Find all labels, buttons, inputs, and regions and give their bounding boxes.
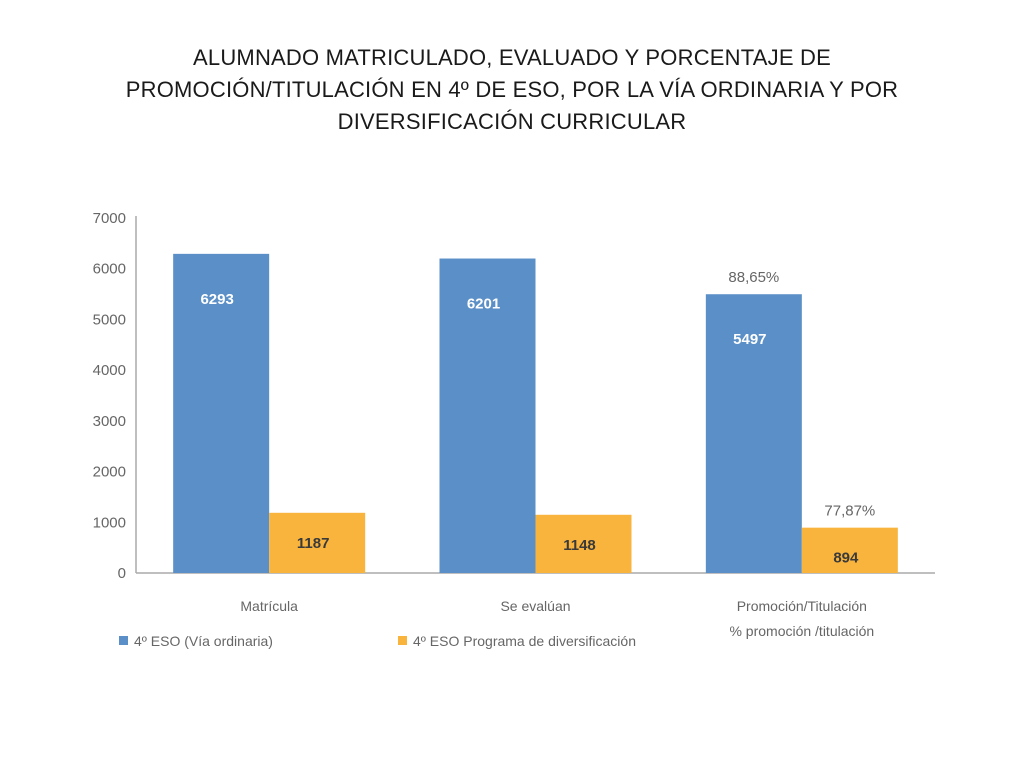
y-tick-label: 5000 (93, 311, 126, 328)
chart-title-line-1: ALUMNADO MATRICULADO, EVALUADO Y PORCENT… (193, 45, 831, 70)
bar (535, 514, 632, 573)
bar (173, 253, 270, 574)
data-label: 1187 (297, 535, 330, 552)
data-label: 6201 (467, 296, 500, 313)
percentage-annotation: 88,65% (728, 269, 779, 286)
chart-title-line-3: DIVERSIFICACIÓN CURRICULAR (337, 109, 687, 134)
legend-swatch (398, 636, 407, 645)
legend-swatch (119, 636, 128, 645)
bar (269, 512, 366, 573)
data-label: 5497 (733, 331, 766, 348)
chart-title: ALUMNADO MATRICULADO, EVALUADO Y PORCENT… (60, 42, 964, 138)
y-tick-label: 7000 (93, 210, 126, 227)
legend-label: 4º ESO (Vía ordinaria) (134, 633, 273, 649)
bar (439, 258, 536, 573)
y-tick-label: 3000 (93, 413, 126, 430)
data-label: 6293 (200, 291, 233, 308)
bar (705, 294, 802, 573)
y-tick-label: 2000 (93, 464, 126, 481)
chart-title-line-2: PROMOCIÓN/TITULACIÓN EN 4º DE ESO, POR L… (125, 77, 899, 102)
y-tick-label: 1000 (93, 514, 126, 531)
data-label: 894 (833, 550, 859, 567)
bar (801, 527, 898, 573)
x-category-label: Se evalúan (500, 598, 570, 614)
x-category-label: % promoción /titulación (729, 623, 874, 639)
y-tick-label: 4000 (93, 362, 126, 379)
y-tick-label: 6000 (93, 261, 126, 278)
x-category-label: Promoción/Titulación (737, 598, 867, 614)
legend-label: 4º ESO Programa de diversificación (413, 633, 636, 649)
data-label: 1148 (563, 537, 596, 554)
y-tick-label: 0 (118, 565, 126, 582)
percentage-annotation: 77,87% (824, 503, 875, 520)
x-category-label: Matrícula (240, 598, 298, 614)
